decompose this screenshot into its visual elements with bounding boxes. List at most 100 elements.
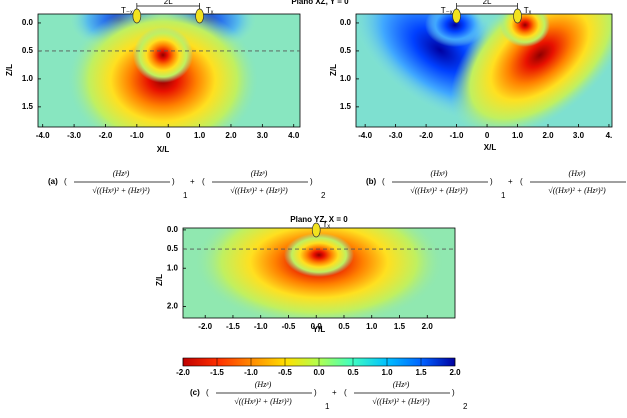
operator: +: [508, 177, 513, 186]
paren: (: [64, 177, 67, 186]
y-tick-label: 0.0: [167, 225, 179, 234]
formula-label: (a): [48, 177, 58, 186]
denominator: √((Hxᵖ)² + (Hzᵖ)²): [92, 186, 150, 195]
x-tick-label: -1.0: [130, 131, 144, 140]
transmitter-label: Tₓ: [524, 6, 532, 15]
x-tick-label: 1.0: [512, 131, 524, 140]
x-tick-label: -2.0: [419, 131, 433, 140]
x-tick-label: 2.0: [225, 131, 237, 140]
x-tick-label: -3.0: [389, 131, 403, 140]
field-a: [38, 14, 300, 127]
transmitter: [452, 8, 461, 24]
x-tick-label: -4.0: [358, 131, 372, 140]
paren: ): [452, 388, 455, 397]
denominator: √((Hxᵖ)² + (Hzᵖ)²): [230, 186, 288, 195]
transmitter: [132, 8, 142, 24]
x-tick-label: 4.0: [288, 131, 300, 140]
x-axis-label: X/L: [484, 143, 497, 152]
numerator: (Hzᵖ): [393, 380, 410, 389]
paren: (: [520, 177, 523, 186]
paren: (: [344, 388, 347, 397]
field-b: [356, 14, 612, 127]
chart-title: Plano XZ, Y = 0: [291, 0, 349, 6]
y-tick-label: 0.5: [167, 244, 179, 253]
y-axis-label: Z/L: [5, 64, 14, 76]
denominator: √((Hxᵖ)² + (Hzᵖ)²): [234, 397, 292, 406]
y-tick-label: 0.5: [340, 46, 352, 55]
paren: (: [206, 388, 209, 397]
y-tick-label: 1.0: [22, 74, 34, 83]
colorbar-tick-label: 1.0: [381, 368, 393, 377]
x-tick-label: -0.5: [282, 322, 296, 331]
x-tick-label: 0: [485, 131, 490, 140]
colorbar-tick-label: -1.0: [244, 368, 258, 377]
term-index: 1: [183, 191, 188, 200]
transmitter: [513, 8, 522, 24]
x-tick-label: 3.0: [257, 131, 269, 140]
x-axis-label: X/L: [157, 145, 170, 154]
colorbar-tick-label: 0.0: [313, 368, 325, 377]
y-tick-label: 1.0: [340, 74, 352, 83]
formula-label: (b): [366, 177, 377, 186]
x-tick-label: 1.0: [194, 131, 206, 140]
term-index: 1: [325, 402, 330, 411]
span-label: 2L: [164, 0, 173, 6]
transmitter-label: Tₓ: [206, 6, 214, 15]
y-tick-label: 1.5: [340, 102, 352, 111]
x-tick-label: 2.0: [542, 131, 554, 140]
y-tick-label: 0.0: [340, 18, 352, 27]
x-tick-label: 1.0: [366, 322, 378, 331]
colorbar-tick-label: 0.5: [347, 368, 359, 377]
colorbar-tick-label: 1.5: [415, 368, 427, 377]
colorbar-tick-label: -2.0: [176, 368, 190, 377]
x-axis-label: Y/L: [313, 325, 326, 334]
chart-title: Plano YZ, X = 0: [290, 215, 348, 224]
numerator: (Hzᵖ): [113, 169, 130, 178]
numerator: (Hxᵖ): [569, 169, 586, 178]
formula-label: (c): [190, 388, 200, 397]
field-c: [183, 228, 455, 318]
paren: (: [382, 177, 385, 186]
y-tick-label: 1.5: [22, 102, 34, 111]
transmitter: [311, 222, 321, 238]
x-tick-label: -1.0: [254, 322, 268, 331]
x-tick-label: 2.0: [422, 322, 434, 331]
operator: +: [190, 177, 195, 186]
x-tick-label: -3.0: [67, 131, 81, 140]
x-tick-label: 0.5: [338, 322, 350, 331]
y-tick-label: 0.5: [22, 46, 34, 55]
numerator: (Hzᵖ): [255, 380, 272, 389]
term-index: 2: [321, 191, 326, 200]
numerator: (Hxᵖ): [431, 169, 448, 178]
x-tick-label: 0: [166, 131, 171, 140]
y-tick-label: 2.0: [167, 302, 179, 311]
colorbar-tick-label: -1.5: [210, 368, 224, 377]
plot-frame: [355, 13, 613, 128]
x-tick-label: -2.0: [198, 322, 212, 331]
y-tick-label: 1.0: [167, 263, 179, 272]
term-index: 2: [463, 402, 468, 411]
plot-frame: [37, 13, 301, 128]
y-tick-label: 0.0: [22, 18, 34, 27]
transmitter-label: T₋ₓ: [121, 6, 133, 15]
paren: ): [314, 388, 317, 397]
paren: (: [202, 177, 205, 186]
denominator: √((Hxᵖ)² + (Hzᵖ)²): [372, 397, 430, 406]
x-tick-label: -1.0: [450, 131, 464, 140]
denominator: √((Hxᵖ)² + (Hzᵖ)²): [410, 186, 468, 195]
transmitter-label: T₋ₓ: [441, 6, 453, 15]
paren: ): [310, 177, 313, 186]
x-tick-label: -2.0: [99, 131, 113, 140]
numerator: (Hzᵖ): [251, 169, 268, 178]
x-tick-label: 3.0: [573, 131, 585, 140]
denominator: √((Hxᵖ)² + (Hzᵖ)²): [548, 186, 606, 195]
transmitter: [195, 8, 204, 24]
y-axis-label: Z/L: [155, 274, 164, 286]
operator: +: [332, 388, 337, 397]
term-index: 1: [501, 191, 506, 200]
span-label: 2L: [483, 0, 492, 6]
x-tick-label: 0.0: [311, 322, 323, 331]
x-tick-label: 4.: [606, 131, 613, 140]
paren: ): [172, 177, 175, 186]
